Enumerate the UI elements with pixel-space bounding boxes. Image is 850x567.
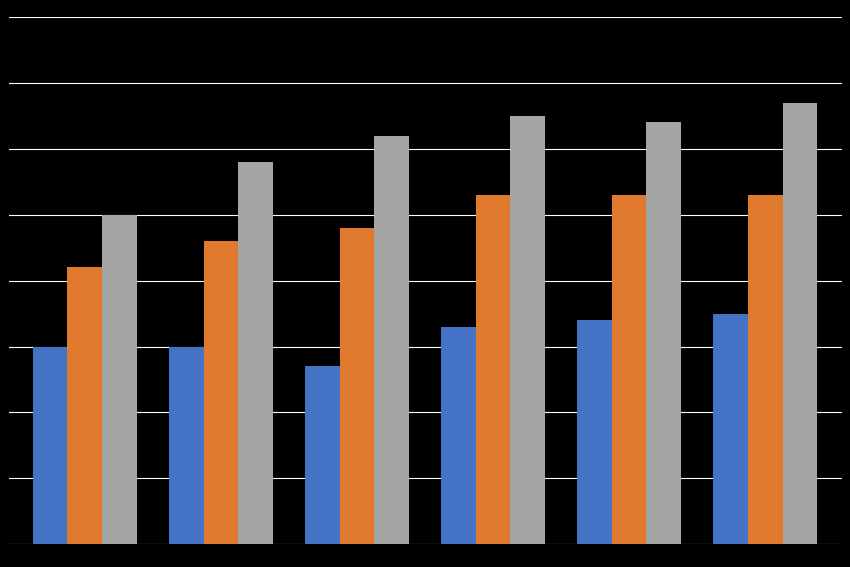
Bar [783, 103, 817, 544]
Bar [102, 215, 137, 544]
Bar [441, 327, 476, 544]
Bar [203, 241, 238, 544]
Bar [238, 162, 273, 544]
Bar [713, 314, 748, 544]
Bar [67, 268, 102, 544]
Bar [340, 228, 374, 544]
Bar [33, 346, 67, 544]
Bar [169, 346, 203, 544]
Bar [612, 195, 647, 544]
Bar [510, 116, 545, 544]
Bar [305, 366, 340, 544]
Bar [647, 122, 681, 544]
Bar [748, 195, 783, 544]
Bar [577, 320, 612, 544]
Bar [476, 195, 510, 544]
Bar [374, 136, 409, 544]
